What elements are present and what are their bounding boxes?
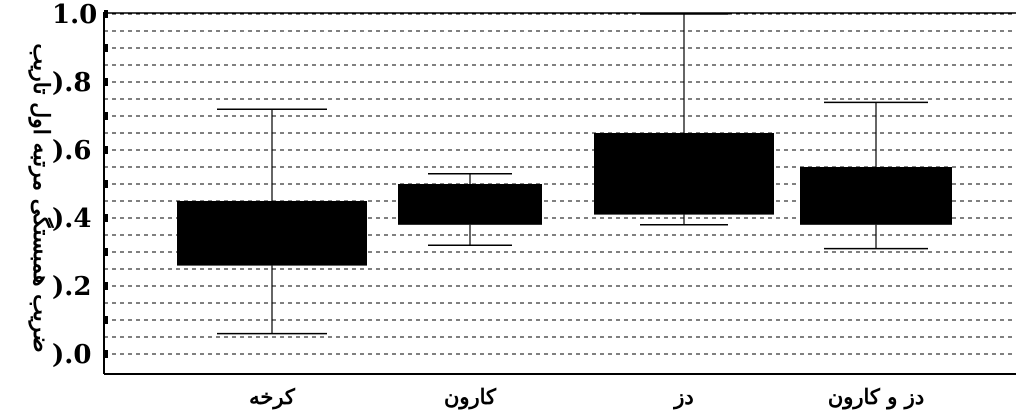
y-tick-mark — [104, 10, 108, 18]
boxes — [177, 13, 952, 335]
y-tick-mark — [104, 214, 108, 222]
box — [177, 201, 367, 266]
y-tick-mark — [104, 316, 108, 324]
box-group — [800, 101, 952, 250]
x-category-label: کارون — [444, 384, 497, 410]
y-tick-mark — [104, 146, 108, 154]
x-category-label: کرخه — [249, 384, 296, 410]
box — [800, 167, 952, 225]
y-tick-label: ).4 — [52, 204, 91, 234]
y-tick-mark — [104, 282, 108, 290]
y-tick-label: ).2 — [52, 272, 91, 302]
y-axis-title: ضریب همبستگی مرتبه اول تاریب — [28, 43, 55, 352]
y-tick-mark — [104, 180, 108, 188]
y-tick-mark — [104, 78, 108, 86]
box-group — [398, 173, 542, 246]
x-category-label: دز و کارون — [828, 384, 924, 410]
x-axis-labels: کرخه کارون دز دز و کارون — [249, 384, 924, 410]
box-group — [177, 108, 367, 335]
y-tick-label: ).6 — [52, 136, 91, 166]
x-category-label: دز — [672, 384, 694, 410]
y-axis-ticks: ).0 ).2 ).4 ).6 ).8 1.0 — [52, 0, 108, 370]
box-group — [594, 13, 774, 226]
y-tick-label: ).8 — [52, 68, 91, 98]
y-tick-mark — [104, 350, 108, 358]
y-tick-mark — [104, 248, 108, 256]
y-tick-mark — [104, 112, 108, 120]
y-tick-mark — [104, 44, 108, 52]
y-tick-label: ).0 — [52, 340, 91, 370]
box — [594, 133, 774, 215]
y-tick-label: 1.0 — [52, 0, 97, 30]
box — [398, 184, 542, 225]
